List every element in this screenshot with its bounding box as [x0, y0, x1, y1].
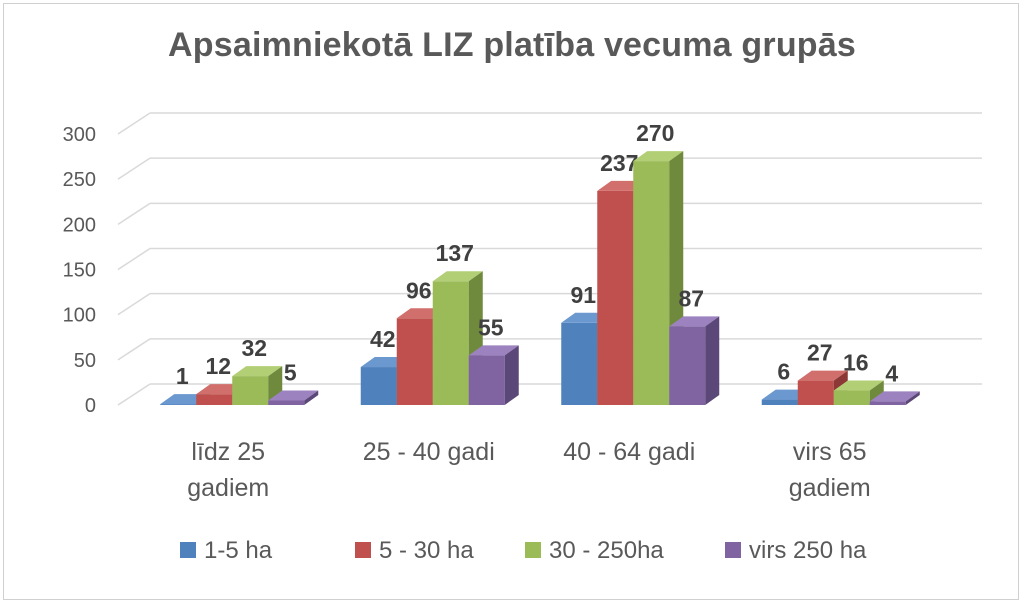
bar — [869, 401, 906, 405]
x-tick-label: 40 - 64 gadi — [563, 438, 695, 466]
bar — [669, 326, 706, 405]
x-tick-label: virs 65 — [793, 438, 867, 466]
bar-side — [504, 345, 519, 405]
data-label: 32 — [241, 335, 267, 361]
data-label: 87 — [678, 285, 704, 311]
data-label: 96 — [406, 277, 432, 303]
bar-top — [797, 370, 848, 381]
y-tick-label: 250 — [63, 169, 96, 191]
x-tick-label: līdz 25 — [191, 438, 265, 466]
legend-label: 1-5 ha — [204, 537, 273, 564]
bar — [268, 400, 305, 405]
bar — [468, 355, 505, 405]
x-tick-label: gadiem — [187, 474, 269, 502]
y-tick-label: 100 — [63, 305, 96, 327]
legend-label: 5 - 30 ha — [379, 537, 474, 564]
bar-top — [232, 366, 283, 377]
x-tick-label: 25 - 40 gadi — [363, 438, 495, 466]
data-label: 42 — [370, 326, 396, 352]
bar — [360, 367, 397, 405]
x-tick-label: gadiem — [789, 474, 871, 502]
gridline-depth — [117, 247, 151, 271]
legend-swatch — [725, 542, 741, 558]
bar-top — [268, 390, 319, 401]
bar-top — [669, 316, 720, 327]
chart-title: Apsaimniekotā LIZ platība vecuma grupās — [168, 26, 856, 64]
gridline-depth — [117, 202, 151, 225]
bar — [160, 404, 197, 405]
y-tick-label: 200 — [63, 214, 96, 236]
gridline-depth — [117, 293, 151, 316]
legend-label: 30 - 250ha — [549, 537, 664, 564]
data-label: 237 — [600, 150, 638, 176]
bar-top — [633, 151, 684, 162]
bar — [597, 190, 634, 405]
chart-frame: Apsaimniekotā LIZ platība vecuma grupās — [3, 3, 1019, 600]
data-label: 16 — [843, 350, 869, 376]
data-label: 137 — [436, 240, 474, 266]
legend-swatch — [180, 542, 196, 558]
y-tick-label: 0 — [85, 395, 96, 417]
bar-top — [833, 380, 884, 391]
data-label: 55 — [478, 314, 504, 340]
bar-top — [432, 271, 483, 282]
bar — [396, 318, 433, 405]
bar-top — [468, 345, 519, 356]
data-label: 1 — [176, 363, 189, 389]
bar — [833, 390, 870, 405]
gridline-depth — [117, 383, 151, 406]
legend-label: virs 250 ha — [749, 537, 867, 564]
y-tick-label: 50 — [74, 350, 96, 372]
data-label: 270 — [636, 120, 674, 146]
bar-side — [905, 391, 920, 405]
bar — [561, 322, 598, 405]
data-label: 5 — [284, 359, 297, 385]
bar — [432, 281, 469, 405]
data-label: 12 — [205, 353, 231, 379]
bar — [196, 394, 233, 405]
bar-side — [705, 316, 720, 405]
bar — [761, 399, 798, 405]
bar-side — [304, 390, 319, 405]
legend-swatch — [525, 542, 541, 558]
data-label: 91 — [570, 282, 596, 308]
gridline-depth — [117, 157, 151, 180]
data-label: 6 — [777, 359, 790, 385]
bar-top — [869, 391, 920, 402]
data-label: 27 — [807, 340, 833, 366]
gridline-depth — [117, 112, 151, 135]
data-label: 4 — [885, 360, 898, 386]
gridline-depth — [117, 338, 151, 361]
bar — [633, 161, 670, 405]
bar — [797, 380, 834, 405]
y-tick-label: 300 — [63, 124, 96, 146]
legend-swatch — [355, 542, 371, 558]
bar — [232, 376, 269, 405]
y-tick-label: 150 — [63, 260, 96, 282]
